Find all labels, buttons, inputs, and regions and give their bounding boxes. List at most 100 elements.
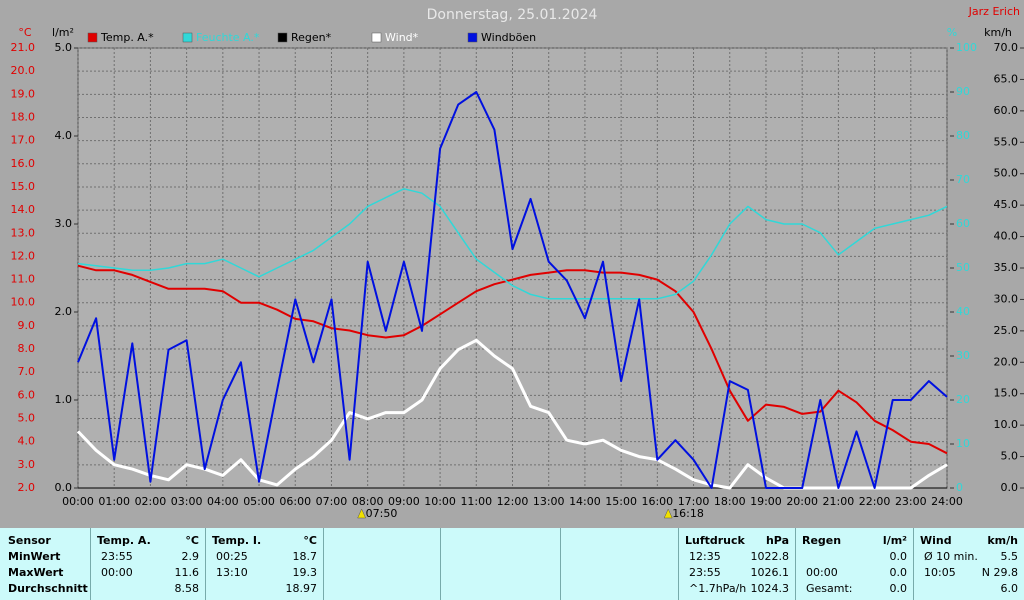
value-cell: 5.5	[1000, 550, 1019, 563]
time-cell: Ø 10 min.	[924, 550, 978, 563]
y-tick-label: 20.0	[11, 64, 36, 77]
y2-tick-label: 40	[956, 305, 970, 318]
series-line	[77, 188, 948, 300]
header-cell: Sensor	[8, 534, 51, 547]
series-line	[77, 264, 948, 455]
sun-marker	[357, 508, 367, 519]
y-tick-label: 21.0	[11, 41, 36, 54]
value-cell: N 29.8	[981, 566, 1018, 579]
column-header: Regen	[802, 534, 842, 547]
row-label: MinWert	[8, 550, 61, 563]
y4-tick-label: 50.0	[994, 167, 1019, 180]
y-tick-label: 11.0	[11, 273, 36, 286]
y3-axis-unit: l/m²	[52, 26, 74, 39]
legend-swatch	[87, 32, 98, 43]
time-cell: 10:05	[924, 566, 956, 579]
y2-tick-label: 20	[956, 393, 970, 406]
y4-tick-label: 5.0	[1001, 450, 1019, 463]
time-cell: 00:00	[806, 566, 838, 579]
y-tick-label: 15.0	[11, 180, 36, 193]
column-header: Temp. I.	[212, 534, 262, 547]
x-tick-label: 09:00	[388, 495, 420, 508]
y3-tick-label: 1.0	[55, 393, 73, 406]
y2-tick-label: 90	[956, 85, 970, 98]
table-column	[560, 528, 678, 600]
column-header: Wind	[920, 534, 952, 547]
x-tick-label: 04:00	[207, 495, 239, 508]
table-column: Wind km/h Ø 10 min. 5.5 10:05 N 29.8 6.0	[913, 528, 1024, 600]
table-column: Regen l/m² 0.0 00:00 0.0 Gesamt: 0.0	[795, 528, 913, 600]
x-tick-label: 03:00	[171, 495, 203, 508]
y-tick-label: 12.0	[11, 249, 36, 262]
time-cell: ^1.7hPa/h	[689, 582, 747, 595]
y2-tick-label: 60	[956, 217, 970, 230]
x-tick-label: 14:00	[569, 495, 601, 508]
legend-label: Feuchte A.*	[196, 31, 260, 44]
x-tick-label: 00:00	[62, 495, 94, 508]
author: Jarz Erich	[968, 5, 1020, 18]
table-column: Temp. A. °C 23:55 2.9 00:00 11.6 8.58	[90, 528, 205, 600]
y4-tick-label: 20.0	[994, 355, 1019, 368]
x-tick-label: 15:00	[605, 495, 637, 508]
y4-tick-label: 35.0	[994, 261, 1019, 274]
table-column	[440, 528, 560, 600]
x-tick-label: 22:00	[859, 495, 891, 508]
column-header: Luftdruck	[685, 534, 745, 547]
y3-tick-label: 4.0	[55, 129, 73, 142]
value-cell: 19.3	[292, 566, 318, 579]
x-tick-label: 02:00	[135, 495, 167, 508]
x-tick-label: 24:00	[931, 495, 963, 508]
row-label: MaxWert	[8, 566, 64, 579]
value-cell: 8.58	[174, 582, 200, 595]
y-tick-label: 10.0	[11, 296, 36, 309]
time-cell: 13:10	[216, 566, 248, 579]
y-tick-label: 13.0	[11, 226, 36, 239]
y4-tick-label: 15.0	[994, 387, 1019, 400]
y-tick-label: 5.0	[18, 412, 36, 425]
value-cell: 18.97	[285, 582, 318, 595]
x-tick-label: 10:00	[424, 495, 456, 508]
chart: Donnerstag, 25.01.2024 Jarz Erich °C l/m…	[11, 5, 1024, 520]
y3-tick-label: 0.0	[55, 481, 73, 494]
x-tick-label: 05:00	[243, 495, 275, 508]
time-cell: 00:00	[101, 566, 133, 579]
x-tick-label: 01:00	[98, 495, 130, 508]
series-line	[77, 91, 948, 489]
table-column: Temp. I. °C 00:25 18.7 13:10 19.3 18.97	[205, 528, 323, 600]
legend-label: Wind*	[385, 31, 419, 44]
x-tick-label: 11:00	[460, 495, 492, 508]
y4-tick-label: 0.0	[1001, 481, 1019, 494]
y4-tick-label: 65.0	[994, 72, 1019, 85]
x-tick-label: 16:00	[641, 495, 673, 508]
y4-axis-unit: km/h	[984, 26, 1012, 39]
y-tick-label: 19.0	[11, 87, 36, 100]
y-tick-label: 9.0	[18, 319, 36, 332]
y4-tick-label: 60.0	[994, 104, 1019, 117]
value-cell: 6.0	[1000, 582, 1019, 595]
sun-time: 16:18	[672, 507, 704, 520]
y4-tick-label: 45.0	[994, 198, 1019, 211]
value-cell: 2.9	[181, 550, 200, 563]
value-cell: 11.6	[174, 566, 200, 579]
time-cell: 12:35	[689, 550, 721, 563]
y-tick-label: 14.0	[11, 203, 36, 216]
legend-label: Temp. A.*	[100, 31, 154, 44]
y-tick-label: 16.0	[11, 157, 36, 170]
time-cell: 23:55	[101, 550, 133, 563]
y-tick-label: 4.0	[18, 435, 36, 448]
time-cell: 23:55	[689, 566, 721, 579]
x-tick-label: 12:00	[497, 495, 529, 508]
table-column	[323, 528, 440, 600]
y2-tick-label: 80	[956, 129, 970, 142]
legend-swatch	[277, 32, 288, 43]
y4-tick-label: 30.0	[994, 292, 1019, 305]
column-unit: l/m²	[882, 534, 907, 547]
row-label: Durchschnitt	[8, 582, 88, 595]
y4-tick-label: 70.0	[994, 41, 1019, 54]
x-tick-label: 23:00	[895, 495, 927, 508]
y-tick-label: 8.0	[18, 342, 36, 355]
y4-tick-label: 10.0	[994, 418, 1019, 431]
x-tick-label: 21:00	[823, 495, 855, 508]
value-cell: 1024.3	[750, 582, 790, 595]
